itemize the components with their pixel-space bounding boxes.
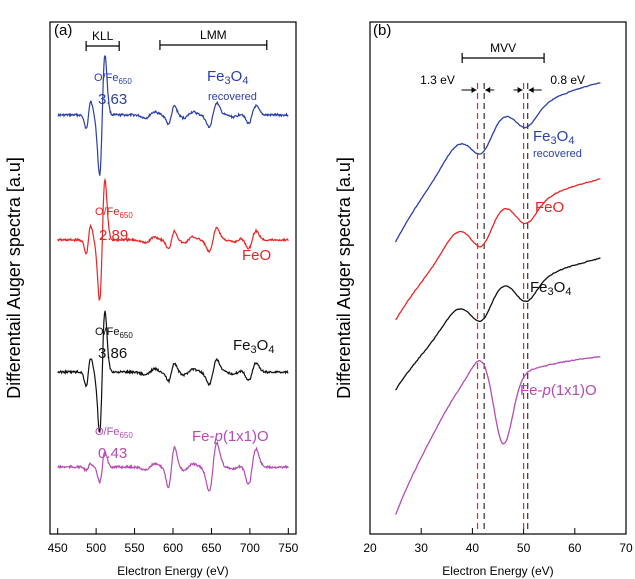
panel-b-tick-label-20: 20 — [363, 541, 377, 555]
series-line-b-0 — [395, 82, 601, 243]
ratio-value: 3.63 — [98, 91, 127, 108]
panel-b-tick-label-50: 50 — [517, 541, 531, 555]
series-name: Fe3O4 — [233, 337, 274, 356]
panel-a-x-axis-label: Electron Energy (eV) — [117, 564, 228, 578]
panel-a-region-label: LMM — [200, 28, 227, 42]
annotation-shift-2: 0.8 eV — [513, 73, 585, 93]
panel-a-tick-label-650: 650 — [201, 541, 221, 555]
panel-a-regions: KLL LMM — [85, 28, 268, 51]
panel-a-tick-label-450: 450 — [48, 541, 68, 555]
panel-a-tick-label-550: 550 — [125, 541, 145, 555]
series-label-fe3o4-recovered-a: O/Fe650 3.63 Fe3O4 recovered — [94, 68, 257, 108]
svg-text:0.8 eV: 0.8 eV — [550, 73, 585, 87]
panel-b-tick-label-40: 40 — [466, 541, 480, 555]
panel-b-region-label: MVV — [490, 41, 516, 55]
annotation-shift-1: 1.3 eV — [420, 73, 495, 93]
series-line-b-1 — [395, 178, 601, 321]
panel-a: (a) Electron Energy (eV) Differentail Au… — [4, 21, 299, 578]
series-label-fe3o4-b: Fe3O4 — [530, 279, 571, 298]
panel-a-tick-label-750: 750 — [278, 541, 298, 555]
series-label-fe3o4-a: O/Fe650 3.86 Fe3O4 — [95, 326, 274, 362]
ratio-value: 0.43 — [98, 445, 127, 462]
panel-a-tick-label-500: 500 — [86, 541, 106, 555]
ratio-label: O/Fe650 — [95, 326, 133, 340]
panel-b-x-axis-label: Electron Energy (eV) — [442, 564, 553, 578]
series-label-feo-b: FeO — [535, 199, 564, 216]
panel-a-tick-label-600: 600 — [163, 541, 183, 555]
series-name: FeO — [242, 247, 271, 264]
panel-b-dashed-lines — [476, 83, 529, 530]
panel-b-x-ticks: 20 30 40 50 60 70 — [363, 528, 633, 555]
panel-b-tick-label-30: 30 — [415, 541, 429, 555]
ratio-label: O/Fe650 — [95, 426, 133, 440]
series-line-a-3 — [57, 440, 289, 492]
series-name-extra: recovered — [533, 148, 582, 160]
panel-b-annotations: 1.3 eV 0.8 eV — [420, 73, 585, 93]
ratio-label: O/Fe650 — [95, 206, 133, 220]
series-label-fe3o4-recovered-b: Fe3O4 recovered — [533, 128, 582, 160]
svg-text:1.3 eV: 1.3 eV — [420, 73, 455, 87]
panel-b-regions: MVV — [461, 41, 545, 63]
panel-a-region-label: KLL — [92, 29, 114, 43]
panel-b-series — [395, 82, 601, 515]
panel-a-tick-label-700: 700 — [240, 541, 260, 555]
series-name: Fe3O4 — [207, 68, 248, 87]
series-label-feo-a: O/Fe650 2.89 FeO — [95, 206, 271, 264]
panel-b-region-mvv: MVV — [461, 41, 545, 63]
series-name-extra: recovered — [208, 91, 257, 103]
panel-a-y-axis-label: Differentail Auger spectra [a.u] — [4, 157, 24, 399]
series-line-b-3 — [395, 356, 601, 515]
series-name: Fe-p(1x1)O — [520, 382, 597, 399]
panel-a-label: (a) — [54, 22, 72, 39]
panel-a-region-lmm: LMM — [159, 28, 268, 50]
panel-b-tick-label-70: 70 — [619, 541, 633, 555]
ratio-value: 2.89 — [99, 227, 128, 244]
panel-b-y-axis-label: Differentail Auger spectra [a.u] — [334, 157, 354, 399]
series-label-fe-p1x1o-a: O/Fe650 0.43 Fe-p(1x1)O — [95, 426, 269, 462]
series-line-a-1 — [57, 177, 289, 302]
panel-a-x-ticks: 450 500 550 600 650 700 750 — [48, 528, 299, 555]
panel-b-label: (b) — [373, 22, 391, 39]
series-line-a-2 — [57, 310, 289, 434]
series-line-b-2 — [395, 257, 601, 391]
panel-a-region-kll: KLL — [85, 29, 120, 51]
series-name: Fe-p(1x1)O — [192, 428, 269, 445]
series-name: FeO — [535, 199, 564, 216]
panel-b-frame — [369, 21, 627, 535]
series-line-a-0 — [57, 54, 289, 176]
ratio-label: O/Fe650 — [94, 72, 132, 86]
series-name: Fe3O4 — [530, 279, 571, 298]
panel-a-series — [57, 54, 289, 492]
panel-b-tick-label-60: 60 — [568, 541, 582, 555]
panel-b: (b) Electron Energy (eV) Differentail Au… — [334, 21, 633, 578]
series-name: Fe3O4 — [533, 128, 574, 147]
ratio-value: 3.86 — [98, 345, 127, 362]
series-label-fe-p1x1o-b: Fe-p(1x1)O — [520, 382, 597, 399]
